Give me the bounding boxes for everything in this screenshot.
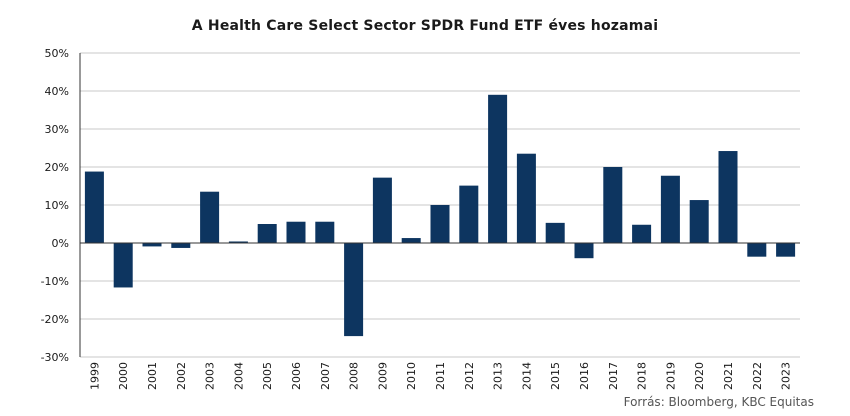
bar-2004	[228, 241, 248, 243]
bar-2019	[660, 175, 680, 243]
bar-2012	[459, 185, 479, 243]
y-tick-label: -30%	[41, 351, 69, 364]
bar-2001	[142, 243, 162, 247]
bar-2011	[430, 205, 450, 243]
chart-title: A Health Care Select Sector SPDR Fund ET…	[191, 18, 659, 34]
bar-2020	[689, 200, 709, 243]
y-tick-label: 0%	[52, 237, 69, 250]
bar-2002	[171, 243, 191, 248]
x-tick-label: 2010	[405, 362, 418, 390]
x-tick-label: 2015	[549, 362, 562, 390]
bar-2003	[200, 191, 220, 243]
x-tick-label: 2020	[693, 362, 706, 390]
bar-2000	[113, 243, 133, 288]
bar-2007	[315, 221, 335, 243]
x-tick-label: 2021	[722, 362, 735, 390]
bars	[84, 94, 796, 337]
x-tick-label: 2019	[664, 362, 677, 390]
x-tick-label: 2012	[463, 362, 476, 390]
bar-2017	[603, 167, 623, 243]
bar-2015	[545, 222, 565, 243]
x-tick-label: 2004	[232, 362, 245, 390]
x-tick-label: 2009	[376, 362, 389, 390]
x-tick-label: 2008	[348, 362, 361, 390]
x-tick-label: 2002	[175, 362, 188, 390]
bar-2022	[747, 243, 767, 257]
x-tick-label: 2005	[261, 362, 274, 390]
x-tick-label: 1999	[88, 362, 101, 390]
y-tick-label: 30%	[45, 123, 69, 136]
y-tick-label: -20%	[41, 313, 69, 326]
x-tick-label: 2023	[780, 362, 793, 390]
x-tick-label: 2006	[290, 362, 303, 390]
y-axis-labels: 50% 40% 30% 20% 10% 0% -10% -20% -30%	[41, 47, 69, 364]
y-tick-label: 20%	[45, 161, 69, 174]
x-axis-labels: 1999 2000 2001 2002 2003 2004 2005 2006 2007 2008…	[88, 362, 792, 390]
y-tick-label: 10%	[45, 199, 69, 212]
x-tick-label: 2022	[751, 362, 764, 390]
x-tick-label: 2014	[520, 362, 533, 390]
x-tick-label: 2011	[434, 362, 447, 390]
y-tick-label: -10%	[41, 275, 69, 288]
bar-2009	[372, 177, 392, 243]
axes	[79, 53, 800, 357]
bar-2005	[257, 224, 277, 243]
bar-2021	[718, 151, 738, 243]
bar-2006	[286, 221, 306, 243]
bar-2008	[344, 243, 364, 337]
x-tick-label: 2018	[636, 362, 649, 390]
x-tick-label: 2016	[578, 362, 591, 390]
bar-2013	[488, 94, 508, 243]
x-tick-label: 2003	[204, 362, 217, 390]
x-tick-label: 2017	[607, 362, 620, 390]
y-tick-label: 50%	[45, 47, 69, 60]
source-note: Forrás: Bloomberg, KBC Equitas	[623, 395, 814, 409]
x-tick-label: 2007	[319, 362, 332, 390]
bar-2010	[401, 238, 421, 243]
x-tick-label: 2013	[492, 362, 505, 390]
bar-2018	[632, 224, 652, 243]
x-tick-label: 2000	[117, 362, 130, 390]
bar-2016	[574, 243, 594, 259]
bar-2023	[776, 243, 796, 257]
y-tick-label: 40%	[45, 85, 69, 98]
bar-2014	[516, 153, 536, 243]
x-tick-label: 2001	[146, 362, 159, 390]
bar-1999	[84, 171, 104, 243]
